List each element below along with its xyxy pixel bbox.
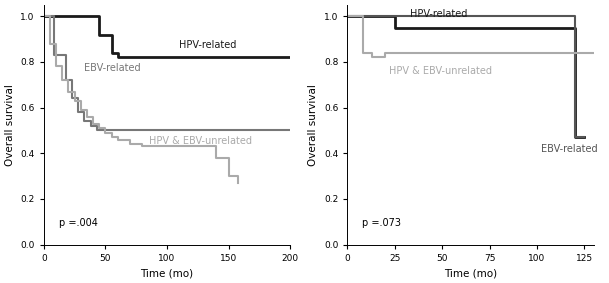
Text: HPV & EBV-unrelated: HPV & EBV-unrelated [149, 136, 252, 146]
Text: EBV-related: EBV-related [541, 144, 597, 154]
Text: HPV & EBV-unrelated: HPV & EBV-unrelated [389, 66, 492, 76]
Text: HPV-related: HPV-related [179, 40, 237, 50]
Y-axis label: Overall survival: Overall survival [308, 84, 319, 166]
Text: EBV-related: EBV-related [85, 63, 141, 73]
X-axis label: Time (mo): Time (mo) [444, 268, 497, 278]
Text: p =.073: p =.073 [362, 218, 401, 228]
X-axis label: Time (mo): Time (mo) [141, 268, 194, 278]
Y-axis label: Overall survival: Overall survival [5, 84, 15, 166]
Text: p =.004: p =.004 [58, 218, 97, 228]
Text: HPV-related: HPV-related [410, 9, 467, 19]
